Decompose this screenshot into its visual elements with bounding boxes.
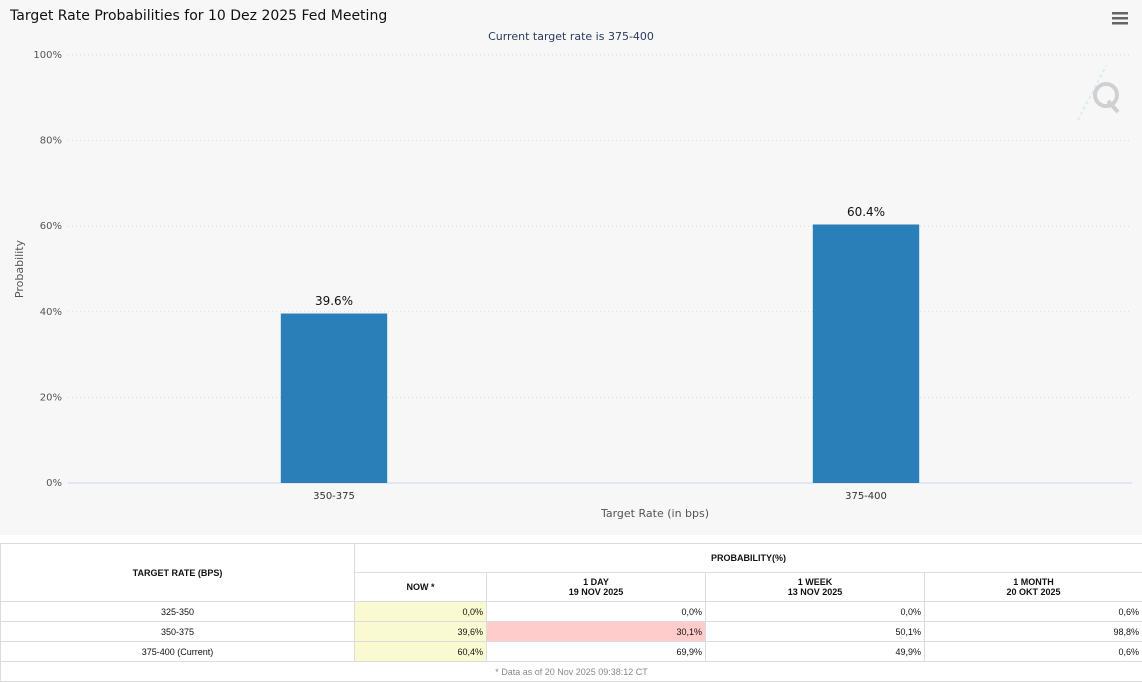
chart-subtitle: Current target rate is 375-400 — [488, 30, 654, 43]
menu-button[interactable] — [1112, 12, 1128, 25]
probability-cell: 50,1% — [705, 621, 925, 642]
probability-header: PROBABILITY(%) — [354, 543, 1142, 573]
data-row: 325-350 0,0% 0,0% 0,0% 0,6% — [0, 601, 1142, 622]
y-axis-label: Probability — [13, 239, 26, 298]
x-tick-label: 375-400 — [845, 491, 887, 502]
logo — [1077, 65, 1120, 121]
rate-cell: 375-400 (Current) — [0, 641, 355, 662]
rate-cell: 350-375 — [0, 621, 355, 642]
chart-title: Target Rate Probabilities for 10 Dez 202… — [9, 8, 387, 24]
probability-cell: 0,0% — [705, 601, 925, 622]
probability-cell: 0,6% — [924, 641, 1142, 662]
data-row: 350-375 39,6% 30,1% 50,1% 98,8% — [0, 621, 1142, 642]
menu-bar — [1112, 17, 1128, 20]
column-label: 1 WEEK — [797, 577, 833, 587]
probability-cell: 69,9% — [486, 641, 706, 662]
footnote-row: * Data as of 20 Nov 2025 09:38:12 CT — [0, 661, 1142, 682]
data-label: 39.6% — [315, 294, 353, 308]
probability-cell: 39,6% — [354, 621, 487, 642]
probability-cell: 0,6% — [924, 601, 1142, 622]
column-date: 20 OKT 2025 — [1006, 587, 1061, 597]
column-header: 1 WEEK 13 NOV 2025 — [705, 572, 925, 602]
logo-stripe — [1077, 65, 1107, 121]
column-date: 13 NOV 2025 — [787, 587, 843, 597]
y-tick-label: 40% — [40, 307, 62, 318]
logo-tail — [1106, 99, 1120, 114]
table-body: TARGET RATE (BPS) PROBABILITY(%) NOW * 1 DA… — [0, 543, 1142, 682]
header-row: NOW * 1 DAY 19 NOV 2025 1 WEEK 13 NOV 2025 1 … — [1, 572, 1142, 602]
x-axis-label: Target Rate (in bps) — [600, 507, 709, 520]
column-label: NOW * — [406, 582, 435, 592]
y-tick-label: 100% — [33, 50, 62, 61]
probability-cell: 60,4% — [354, 641, 487, 662]
y-tick-label: 60% — [40, 221, 62, 232]
header-row: TARGET RATE (BPS) PROBABILITY(%) — [0, 543, 1142, 602]
chart: Target Rate Probabilities for 10 Dez 202… — [0, 0, 1142, 535]
probability-cell: 30,1% — [486, 621, 706, 642]
probability-table: TARGET RATE (BPS) PROBABILITY(%) NOW * 1 DA… — [0, 543, 1142, 682]
bar — [280, 313, 388, 483]
x-tick-label: 350-375 — [313, 491, 355, 502]
chart-background — [0, 0, 1142, 535]
data-row: 375-400 (Current) 60,4% 69,9% 49,9% 0,6% — [0, 641, 1142, 662]
menu-bar — [1112, 12, 1128, 15]
menu-bar — [1112, 22, 1128, 25]
column-label: 1 DAY — [583, 577, 609, 587]
column-header: NOW * — [354, 572, 487, 602]
column-header: 1 MONTH 20 OKT 2025 — [924, 572, 1142, 602]
rate-header: TARGET RATE (BPS) — [0, 543, 355, 602]
logo-ring — [1093, 82, 1119, 108]
probability-cell: 0,0% — [486, 601, 706, 622]
data-label: 60.4% — [847, 205, 885, 219]
probability-cell: 49,9% — [705, 641, 925, 662]
y-tick-label: 20% — [40, 392, 62, 403]
probability-cell: 0,0% — [354, 601, 487, 622]
probability-cell: 98,8% — [924, 621, 1142, 642]
column-label: 1 MONTH — [1013, 577, 1054, 587]
column-date: 19 NOV 2025 — [568, 587, 624, 597]
y-tick-label: 0% — [46, 478, 62, 489]
column-header: 1 DAY 19 NOV 2025 — [486, 572, 706, 602]
y-tick-label: 80% — [40, 136, 62, 147]
footnote: * Data as of 20 Nov 2025 09:38:12 CT — [0, 661, 1142, 682]
rate-cell: 325-350 — [0, 601, 355, 622]
bar — [812, 224, 920, 483]
